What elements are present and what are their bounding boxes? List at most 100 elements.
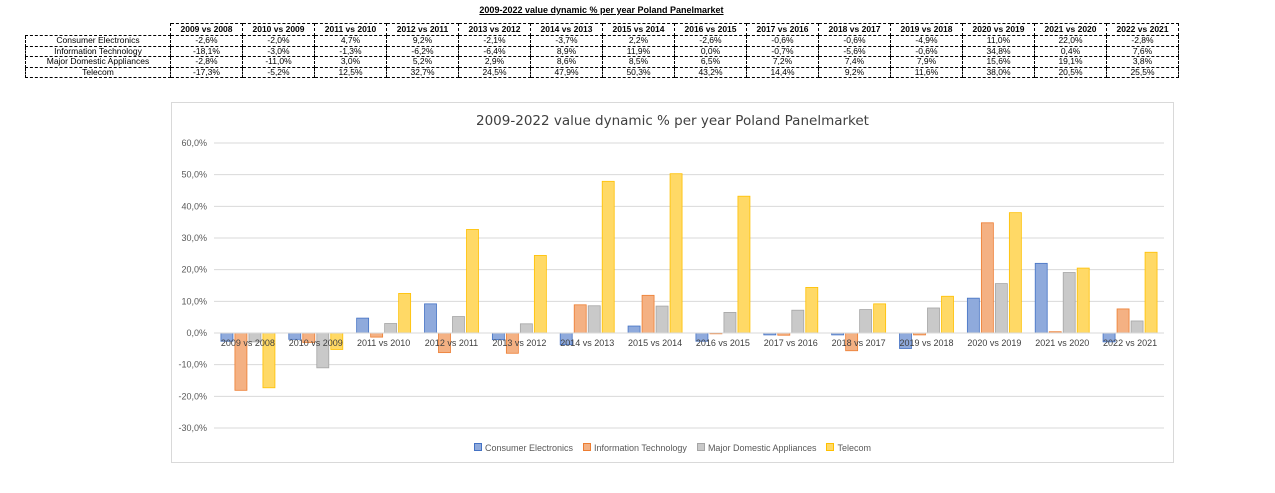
table-cell[interactable]: -3,7%	[530, 35, 603, 47]
table-cell[interactable]: -5,6%	[818, 45, 891, 58]
table-cell[interactable]: 19,1%	[1034, 56, 1107, 68]
table-cell[interactable]: -3,0%	[242, 45, 315, 58]
legend-item[interactable]: Telecom	[826, 443, 871, 453]
table-cell[interactable]: 7,9%	[890, 56, 963, 68]
table-cell[interactable]: -2,1%	[458, 35, 531, 47]
table-cell[interactable]: 0,4%	[1034, 45, 1107, 58]
legend-item[interactable]: Information Technology	[583, 443, 687, 453]
column-header[interactable]: 2012 vs 2011	[386, 23, 459, 36]
row-label[interactable]: Consumer Electronics	[25, 35, 171, 47]
column-header[interactable]: 2018 vs 2017	[818, 23, 891, 36]
table-cell[interactable]: 8,9%	[530, 45, 603, 58]
table-cell[interactable]: -2,6%	[674, 35, 747, 47]
table-cell[interactable]: 5,2%	[386, 56, 459, 68]
bar[interactable]	[1008, 212, 1022, 334]
table-cell[interactable]: -2,8%	[1106, 35, 1179, 47]
bar[interactable]	[927, 307, 940, 334]
table-cell[interactable]: -0,6%	[890, 45, 963, 58]
table-cell[interactable]: 9,2%	[386, 35, 459, 47]
table-cell[interactable]: 6,5%	[674, 56, 747, 68]
table-cell[interactable]: 24,5%	[458, 66, 531, 79]
column-header[interactable]: 2014 vs 2013	[530, 23, 603, 36]
bar[interactable]	[655, 305, 669, 334]
table-cell[interactable]: 8,5%	[602, 56, 675, 68]
table-cell[interactable]: -11,0%	[242, 56, 315, 68]
bar[interactable]	[994, 283, 1008, 334]
bar[interactable]	[573, 304, 587, 334]
row-label[interactable]: Major Domestic Appliances	[25, 56, 171, 68]
bar[interactable]	[370, 332, 384, 338]
bar[interactable]	[601, 180, 615, 334]
bar[interactable]	[519, 323, 533, 334]
table-cell[interactable]: 50,3%	[602, 66, 675, 79]
bar[interactable]	[533, 255, 547, 334]
bar[interactable]	[1062, 272, 1076, 334]
bar[interactable]	[805, 286, 819, 334]
chart-area[interactable]: 2009-2022 value dynamic % per year Polan…	[171, 102, 1174, 463]
table-cell[interactable]: 3,0%	[314, 56, 387, 68]
bar[interactable]	[980, 222, 994, 334]
bar[interactable]	[669, 173, 683, 334]
legend-item[interactable]: Major Domestic Appliances	[696, 443, 816, 453]
bar[interactable]	[859, 309, 873, 334]
bar[interactable]	[1130, 320, 1144, 334]
table-cell[interactable]: 7,2%	[746, 56, 819, 68]
bar[interactable]	[587, 305, 601, 334]
table-cell[interactable]: 2,2%	[602, 35, 675, 47]
bar[interactable]	[941, 295, 954, 334]
table-cell[interactable]: -2,6%	[170, 35, 243, 47]
table-cell[interactable]: -6,4%	[458, 45, 531, 58]
table-cell[interactable]: 32,7%	[386, 66, 459, 79]
bar[interactable]	[356, 317, 370, 334]
column-header[interactable]: 2011 vs 2010	[314, 23, 387, 36]
table-cell[interactable]: 11,0%	[962, 35, 1035, 47]
column-header[interactable]: 2013 vs 2012	[458, 23, 531, 36]
table-cell[interactable]: 11,9%	[602, 45, 675, 58]
table-cell[interactable]: -2,8%	[170, 56, 243, 68]
bar[interactable]	[1034, 262, 1048, 334]
table-cell[interactable]: 43,2%	[674, 66, 747, 79]
table-cell[interactable]: -5,2%	[242, 66, 315, 79]
table-cell[interactable]: -0,6%	[818, 35, 891, 47]
bar[interactable]	[641, 294, 655, 334]
table-cell[interactable]: -4,9%	[890, 35, 963, 47]
bar[interactable]	[1144, 251, 1158, 334]
table-cell[interactable]: 4,7%	[314, 35, 387, 47]
bar[interactable]	[384, 323, 398, 334]
table-cell[interactable]: -17,3%	[170, 66, 243, 79]
table-cell[interactable]: -2,0%	[242, 35, 315, 47]
row-label[interactable]: Information Technology	[25, 45, 171, 58]
table-cell[interactable]: 3,8%	[1106, 56, 1179, 68]
table-cell[interactable]: 7,4%	[818, 56, 891, 68]
legend-item[interactable]: Consumer Electronics	[474, 443, 573, 453]
column-header[interactable]: 2015 vs 2014	[602, 23, 675, 36]
table-cell[interactable]: 9,2%	[818, 66, 891, 79]
table-cell[interactable]: 47,9%	[530, 66, 603, 79]
table-cell[interactable]: 34,8%	[962, 45, 1035, 58]
table-cell[interactable]: 38,0%	[962, 66, 1035, 79]
column-header[interactable]: 2019 vs 2018	[890, 23, 963, 36]
table-cell[interactable]: 2,9%	[458, 56, 531, 68]
table-cell[interactable]: 15,6%	[962, 56, 1035, 68]
chart-legend[interactable]: Consumer Electronics Information Technolo…	[172, 443, 1173, 453]
table-cell[interactable]: 11,6%	[890, 66, 963, 79]
table-cell[interactable]: 12,5%	[314, 66, 387, 79]
column-header[interactable]: 2022 vs 2021	[1106, 23, 1179, 36]
bar[interactable]	[873, 303, 887, 334]
table-cell[interactable]: 0,0%	[674, 45, 747, 58]
column-header[interactable]: 2021 vs 2020	[1034, 23, 1107, 36]
bar[interactable]	[966, 297, 980, 334]
bar[interactable]	[627, 325, 641, 334]
table-cell[interactable]: -1,3%	[314, 45, 387, 58]
table-cell[interactable]: 22,0%	[1034, 35, 1107, 47]
bar[interactable]	[398, 293, 412, 334]
table-cell[interactable]: -0,6%	[746, 35, 819, 47]
column-header[interactable]: 2009 vs 2008	[170, 23, 243, 36]
bar[interactable]	[1116, 308, 1130, 334]
bar[interactable]	[1076, 267, 1090, 334]
row-label[interactable]: Telecom	[25, 66, 171, 79]
column-header[interactable]: 2016 vs 2015	[674, 23, 747, 36]
bar[interactable]	[791, 309, 805, 334]
table-cell[interactable]: -18,1%	[170, 45, 243, 58]
table-cell[interactable]: 25,5%	[1106, 66, 1179, 79]
